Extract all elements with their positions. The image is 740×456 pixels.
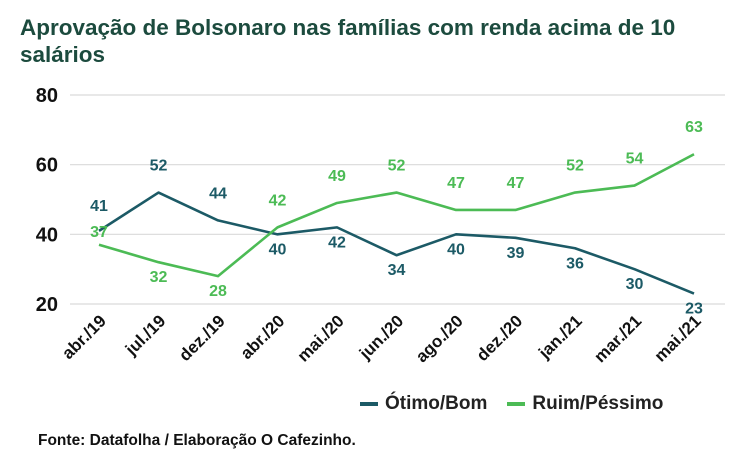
series-line-ruim [98,153,695,278]
data-label-ruim: 28 [209,283,227,300]
x-tick-label: abr./20 [237,311,289,363]
data-label-otimo: 39 [507,245,525,262]
x-tick-label: mai./20 [294,311,348,365]
data-label-otimo: 23 [685,301,703,318]
chart-title: Aprovação de Bolsonaro nas famílias com … [20,15,676,67]
data-label-otimo: 44 [209,185,227,202]
data-label-ruim: 54 [626,151,644,168]
series-lines [98,153,695,295]
data-label-ruim: 52 [566,158,584,175]
y-tick-label: 80 [36,85,58,107]
x-tick-label: dez./19 [175,311,229,365]
legend-item-otimo: Ótimo/Bom [360,393,487,415]
data-label-ruim: 42 [269,192,287,209]
x-tick-label: mar./21 [590,311,645,366]
series-line-otimo [98,191,695,295]
x-axis-ticks: abr./19 jul./19 dez./19 abr./20 mai./20 jun./… [58,311,705,366]
data-label-ruim: 49 [328,168,346,185]
data-label-ruim: 32 [150,269,168,286]
data-label-otimo: 36 [566,255,584,272]
data-label-otimo: 40 [447,241,465,258]
data-label-ruim: 52 [388,158,406,175]
source-note: Fonte: Datafolha / Elaboração O Cafezinh… [38,432,356,449]
y-tick-label: 20 [36,294,58,316]
legend: Ótimo/Bom Ruim/Péssimo [360,393,683,415]
x-tick-label: ago./20 [412,311,467,366]
x-tick-label: abr./19 [58,311,110,363]
y-tick-label: 60 [36,155,58,177]
y-tick-label: 40 [36,224,58,246]
x-tick-label: jul./19 [121,311,169,359]
x-tick-label: jan./21 [534,311,586,363]
y-axis-ticks: 20 40 60 80 [36,85,58,316]
x-tick-label: mai./21 [651,311,705,365]
legend-label-ruim: Ruim/Péssimo [532,393,664,414]
legend-item-ruim: Ruim/Péssimo [507,393,663,415]
data-label-otimo: 52 [150,158,168,175]
data-labels: 41 37 52 32 44 28 40 42 42 49 34 52 40 47 39 47 36 52 30 54… [90,119,703,317]
legend-swatch-otimo [360,402,378,406]
legend-label-otimo: Ótimo/Bom [385,393,488,414]
data-label-ruim: 47 [447,175,465,192]
data-label-ruim: 37 [90,224,108,241]
x-tick-label: dez./20 [473,311,527,365]
data-label-ruim: 63 [685,119,703,136]
gridlines [70,94,725,305]
x-tick-label: jun./20 [355,311,407,363]
data-label-otimo: 30 [626,276,644,293]
data-label-ruim: 47 [507,175,525,192]
data-label-otimo: 41 [90,198,108,215]
data-label-otimo: 34 [388,262,406,279]
legend-swatch-ruim [507,402,526,406]
data-label-otimo: 42 [328,234,346,251]
data-label-otimo: 40 [269,241,287,258]
